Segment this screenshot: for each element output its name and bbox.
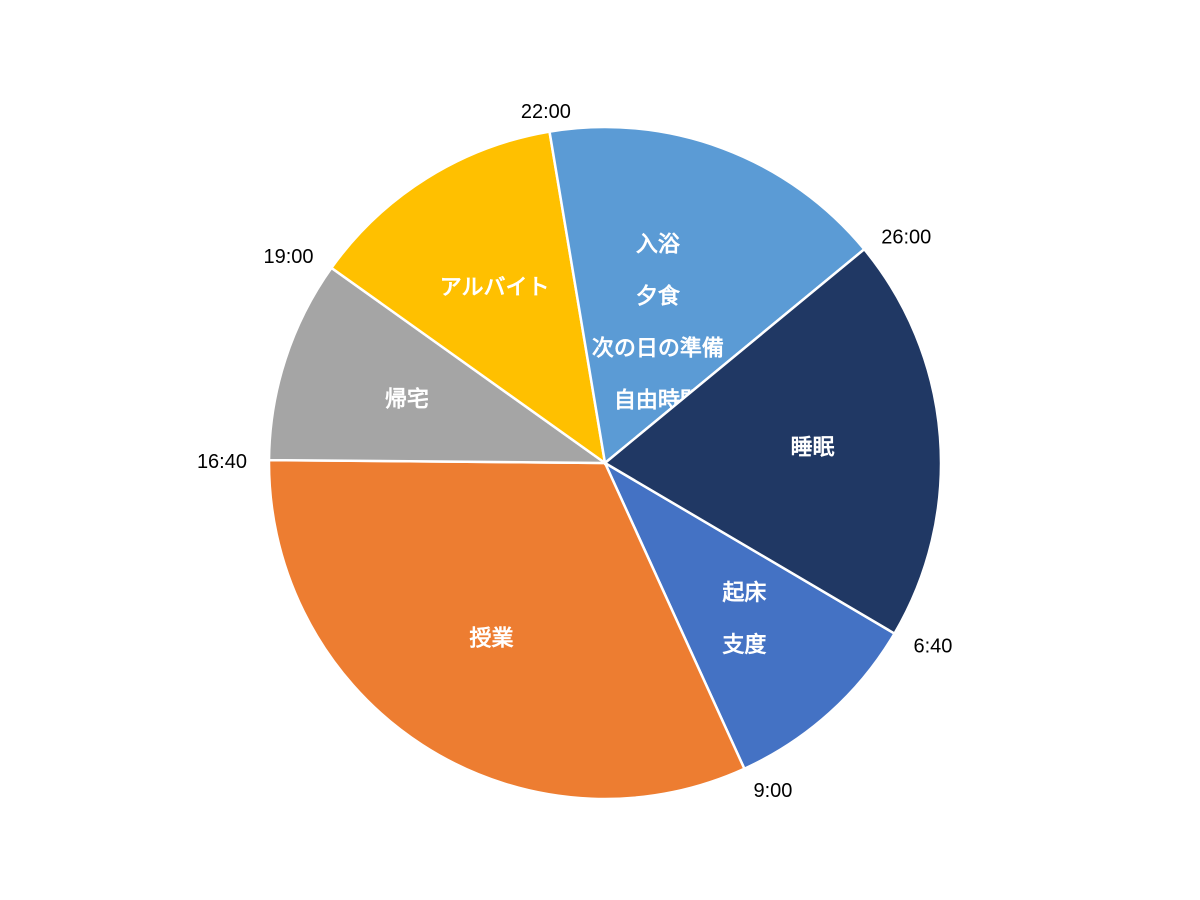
slice-label: 起床 <box>721 580 767 606</box>
boundary-time-label: 26:00 <box>881 226 931 248</box>
pie-slice <box>329 130 607 466</box>
pie-slice <box>267 458 747 801</box>
slice-label: 入浴 <box>636 232 681 257</box>
slice-label: 夕食 <box>636 283 681 309</box>
boundary-time-label: 6:40 <box>913 636 952 658</box>
pie-slice <box>602 247 943 636</box>
slice-label: 帰宅 <box>385 387 429 413</box>
pie-slice <box>548 125 867 466</box>
slice-label: 睡眠 <box>791 436 835 461</box>
slice-label: アルバイト <box>440 275 550 300</box>
pie-slice <box>602 459 897 771</box>
slice-label: 次の日の準備 <box>592 335 724 361</box>
boundary-time-label: 16:40 <box>197 451 247 473</box>
slice-label: 授業 <box>470 627 515 652</box>
pie-slice <box>267 266 609 465</box>
boundary-time-label: 19:00 <box>263 246 313 268</box>
boundary-time-label: 22:00 <box>521 101 571 123</box>
boundary-time-label: 9:00 <box>753 780 792 802</box>
slice-label: 支度 <box>722 632 767 658</box>
